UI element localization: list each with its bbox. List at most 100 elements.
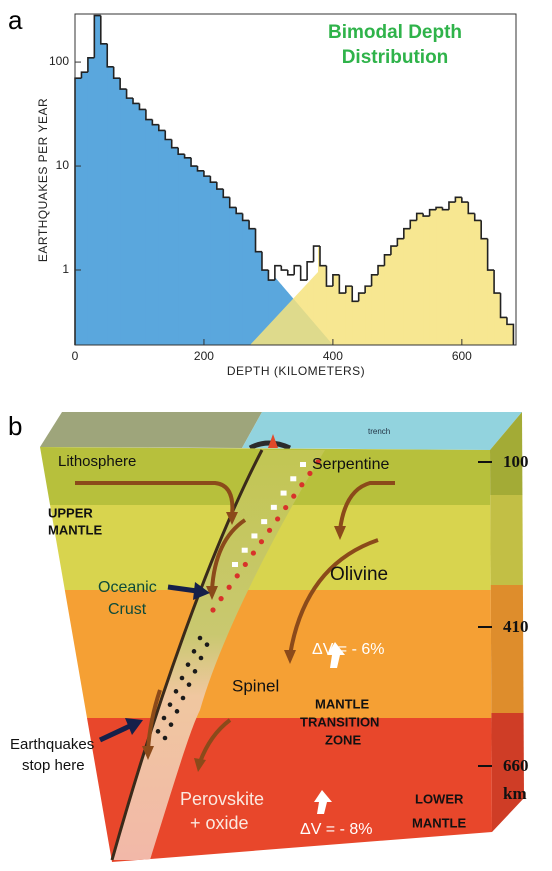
perovskite-label: + oxide — [190, 813, 249, 833]
white-dash — [281, 491, 287, 496]
y-tick-label: 10 — [56, 158, 70, 172]
black-dot — [187, 682, 192, 687]
bar-fill — [107, 67, 114, 345]
histogram-step — [501, 293, 507, 317]
histogram-step — [494, 270, 500, 293]
subduction-diagram: b trench — [0, 390, 552, 871]
y-axis-label: EARTHQUAKES PER YEAR — [36, 98, 50, 262]
histogram-step — [481, 220, 487, 238]
black-dot — [186, 662, 191, 667]
bar-fill — [217, 189, 224, 345]
histogram-step — [159, 125, 165, 131]
histogram-step — [152, 120, 158, 125]
upper-mantle-label: UPPER — [48, 505, 93, 520]
y-tick-label: 1 — [62, 262, 69, 276]
bar-fill — [301, 280, 308, 345]
histogram-step — [275, 266, 281, 280]
white-dash — [261, 519, 267, 524]
histogram-step — [249, 220, 255, 228]
red-dot — [218, 596, 223, 601]
bar-fill — [307, 262, 314, 345]
histogram-step — [243, 213, 249, 220]
transition-zone-label: MANTLE — [315, 696, 369, 711]
bar-fill — [236, 213, 243, 345]
bar-fill — [101, 44, 108, 345]
bar-fill — [139, 109, 146, 345]
bar-fill — [288, 275, 295, 345]
x-tick-label: 600 — [452, 349, 472, 363]
white-dash — [300, 462, 306, 467]
bar-fill — [94, 16, 101, 345]
page: {"chart_data": {"type": "histogram", "pa… — [0, 0, 552, 871]
histogram-step — [230, 197, 236, 207]
histogram-step — [101, 16, 107, 44]
bar-fill — [468, 213, 475, 345]
histogram-step — [127, 89, 133, 98]
red-dot — [275, 516, 280, 521]
histogram-step — [339, 275, 345, 293]
histogram-step — [210, 176, 216, 182]
panel-label: a — [8, 5, 23, 35]
earthquakes-label: Earthquakes — [10, 736, 94, 753]
histogram-step — [223, 189, 229, 197]
trench-label: trench — [368, 427, 390, 436]
histogram-step — [443, 207, 449, 209]
bar-fill — [378, 266, 385, 345]
bar-fill — [88, 58, 95, 345]
red-dot — [243, 562, 248, 567]
bar-fill — [404, 229, 411, 345]
black-dot — [193, 669, 198, 674]
bar-fill — [172, 148, 179, 345]
bar-fill — [462, 202, 469, 345]
histogram-step — [236, 207, 242, 213]
bar-fill — [423, 216, 430, 345]
x-tick-label: 0 — [72, 349, 79, 363]
black-dot — [199, 656, 204, 661]
histogram-step — [178, 148, 184, 154]
histogram-step — [172, 140, 178, 148]
lithosphere-label: Lithosphere — [58, 453, 136, 470]
black-dot — [156, 729, 161, 734]
title-box: Bimodal Depth Distribution — [290, 20, 500, 80]
x-tick-label: 200 — [194, 349, 214, 363]
bar-fill — [443, 210, 450, 345]
histogram-step — [301, 266, 307, 280]
spinel-label: Spinel — [232, 676, 279, 695]
bar-fill — [391, 246, 398, 345]
serpentine-label: Serpentine — [312, 456, 389, 473]
histogram-step — [198, 166, 204, 171]
depth-label: 410 — [503, 617, 529, 636]
bar-fill — [191, 166, 198, 345]
black-dot — [162, 716, 167, 721]
histogram-step — [475, 213, 481, 220]
bar-fill — [198, 171, 205, 345]
transition-zone-label: ZONE — [325, 732, 361, 747]
black-dot — [175, 709, 180, 714]
white-dash — [290, 476, 296, 481]
bar-fill — [455, 197, 462, 345]
histogram-step — [462, 197, 468, 202]
bar-fill — [210, 182, 217, 345]
histogram-step — [146, 109, 152, 119]
delta-v-label: ΔV = - 8% — [300, 821, 373, 838]
histogram-step — [262, 252, 268, 270]
histogram-step — [114, 67, 120, 78]
black-dot — [181, 696, 186, 701]
bar-fill — [165, 140, 172, 345]
bar-fill — [410, 220, 417, 345]
histogram-step — [468, 202, 474, 213]
bar-fill — [152, 125, 159, 345]
depth-unit: km — [503, 784, 527, 803]
red-dot — [210, 607, 215, 612]
histogram-step — [488, 239, 494, 270]
red-dot — [283, 505, 288, 510]
bar-fill — [339, 293, 346, 345]
bar-fill — [185, 158, 192, 345]
bar-fill — [326, 286, 333, 345]
histogram-step — [120, 78, 126, 89]
histogram-step — [139, 103, 145, 109]
depth-label: 660 — [503, 756, 529, 775]
bar-fill — [75, 78, 82, 345]
black-dot — [180, 676, 185, 681]
transition-zone-label: TRANSITION — [300, 714, 379, 729]
